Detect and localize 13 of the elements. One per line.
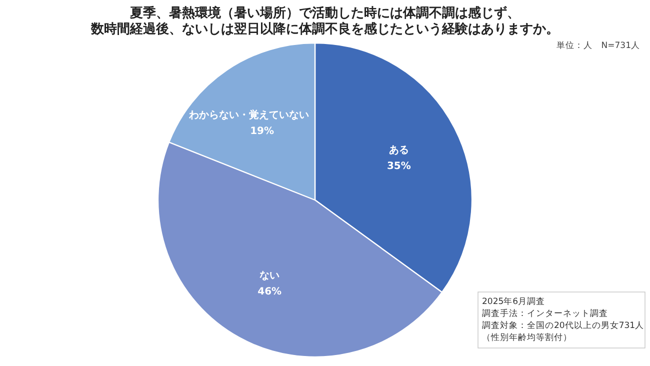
data-label: 35% xyxy=(386,161,411,172)
chart-subtitle: 数時間経過後、ないしは翌日以降に体調不良を感じたという経験はありますか。 xyxy=(90,21,559,37)
text: （性別年齢均等割付） xyxy=(482,332,572,343)
text: 2025年6月調査 xyxy=(482,296,546,307)
chart-title: 夏季、暑熱環境（暑い場所）で活動した時には体調不調は感じず、 xyxy=(129,5,520,21)
data-label: 46% xyxy=(258,286,282,298)
text: 単位：人 N=731人 xyxy=(556,40,640,51)
text: 調査手法：インターネット調査 xyxy=(482,308,608,319)
text: 調査対象：全国の20代以上の男女731人 xyxy=(482,320,644,331)
slice-label: ある xyxy=(388,145,409,156)
data-label: 19% xyxy=(250,126,274,138)
slice-label: わからない・覚えていない xyxy=(188,109,309,122)
slice-label: ない xyxy=(260,270,280,282)
